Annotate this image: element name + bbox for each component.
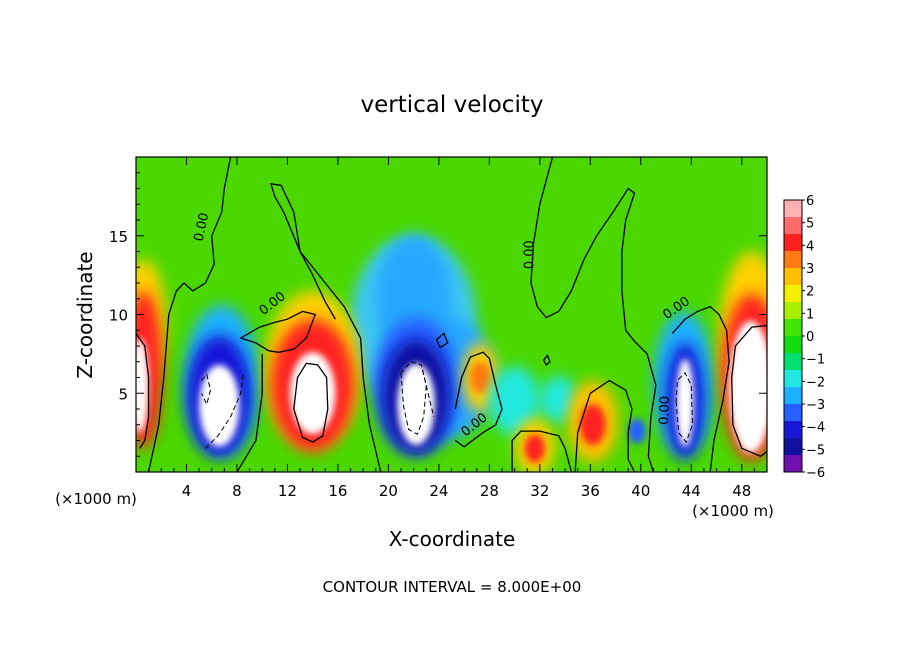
zero-contour [511,430,573,472]
zero-contour [625,329,657,472]
y-tick-label: 15 [109,228,128,246]
contour-minus-8 [205,374,244,449]
y-axis: 5 10 15 [109,172,767,457]
x-tick-label: 20 [379,482,398,500]
x-unit-left: (×1000 m) [55,490,137,508]
colorbar-tick-label: −6 [806,466,825,481]
x-tick-label: 4 [182,482,192,500]
zero-contour [530,157,636,331]
white-core [397,363,436,446]
colorbar-swatch [784,353,802,371]
contour-8 [136,333,150,449]
colorbar-tick-label: −2 [806,375,825,390]
colorbar-tick-label: 6 [806,194,814,209]
colorbar-swatch [784,438,802,456]
colorbar-swatch [784,268,802,286]
colorbar-swatch [784,336,802,354]
x-tick-label: 32 [530,482,549,500]
x-tick-label: 12 [278,482,297,500]
x-tick-label: 24 [429,482,448,500]
colorbar-tick-label: 5 [806,217,814,232]
colorbar: 6 5 4 3 2 1 0 −1 −2 −3 −4 −5 −6 [783,194,825,481]
contour-minus-8 [675,371,694,444]
x-axis-label: X-coordinate [389,527,516,551]
zero-contour [671,305,730,472]
x-tick-label: 8 [232,482,242,500]
y-tick-label: 5 [118,385,128,403]
colorbar-swatch [784,370,802,388]
contour-minus-8 [201,373,212,406]
colorbar-swatch [784,251,802,269]
colorbar-swatch [784,455,802,473]
y-axis-label: Z-coordinate [73,251,97,378]
contour-interval-note: CONTOUR INTERVAL = 8.000E+00 [323,578,582,596]
colorbar-tick-label: 1 [806,307,814,322]
zero-contour [236,353,263,472]
plot-area [136,157,767,472]
contour-label: 0.00 [657,396,673,425]
contour-8 [293,362,329,443]
zero-contour [240,310,317,353]
x-axis: 4 8 12 16 20 24 28 32 36 40 44 48 [148,157,755,500]
contour-zero-islet [543,354,551,366]
colorbar-tick-label: 3 [806,262,814,277]
colorbar-tick-label: −4 [806,421,825,436]
contour-8 [731,324,767,458]
contour-minus-8 [422,369,435,418]
colorbar-swatch [784,217,802,235]
cyan-region [489,366,540,436]
x-tick-label: 16 [328,482,347,500]
orange-region [470,361,491,394]
cyan-region [539,375,578,424]
blue-region [628,418,646,444]
red-region [524,434,545,463]
colorbar-swatch [784,200,802,218]
x-unit-right: (×1000 m) [692,502,774,520]
colorbar-tick-label: −3 [806,398,825,413]
colorbar-tick-label: −1 [806,353,825,368]
y-tick-label: 10 [109,307,128,325]
colorbar-swatch [784,285,802,303]
colorbar-tick-label: −5 [806,443,825,458]
colorbar-swatch [784,421,802,439]
colorbar-swatch [784,319,802,337]
contour-label: 0.00 [523,240,538,269]
contour-lines [136,157,767,472]
zero-contour [270,182,382,472]
contour-zero-islet [435,332,449,349]
colorbar-swatch [784,302,802,320]
x-tick-label: 44 [682,482,701,500]
x-tick-label: 28 [480,482,499,500]
zero-contour [574,379,636,472]
colorbar-swatch [784,234,802,252]
zero-contour [147,157,232,472]
x-tick-label: 48 [732,482,751,500]
white-core [676,358,694,447]
colorbar-tick-label: 0 [806,330,814,345]
chart-title: vertical velocity [361,92,544,118]
x-tick-label: 36 [581,482,600,500]
colorbar-swatch [784,404,802,422]
contour-minus-8 [400,361,427,435]
zero-contour [454,351,503,448]
white-core [729,320,767,454]
colorbar-tick-label: 2 [806,285,814,300]
contour-label: 0.00 [192,211,213,242]
red-region [580,404,606,446]
colorbar-tick-label: 4 [806,239,814,254]
colorbar-swatch [784,387,802,405]
x-tick-label: 40 [631,482,650,500]
